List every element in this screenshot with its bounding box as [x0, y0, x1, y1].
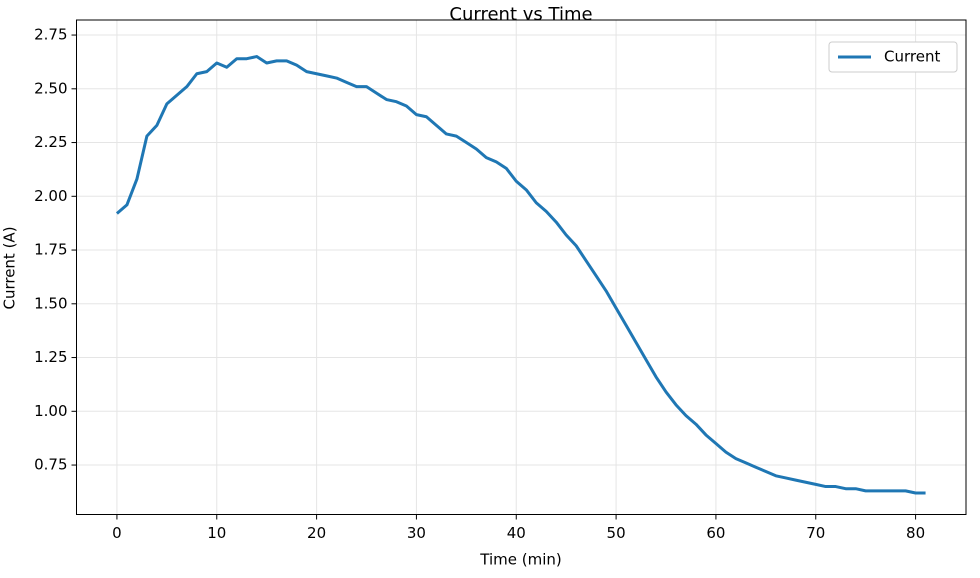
y-axis-label: Current (A) [1, 226, 19, 309]
chart-title: Current vs Time [449, 4, 592, 25]
y-tick-label: 1.50 [34, 294, 67, 312]
x-axis-label: Time (min) [479, 551, 561, 569]
y-tick-label: 1.00 [34, 402, 67, 420]
y-tick-label: 0.75 [34, 456, 67, 474]
y-tick-label: 1.25 [34, 348, 67, 366]
legend-label: Current [884, 48, 940, 66]
plot-frame [76, 19, 967, 515]
x-tick-label: 10 [207, 524, 226, 542]
x-tick-label: 80 [906, 524, 925, 542]
x-tick-label: 40 [507, 524, 526, 542]
legend-box [828, 41, 958, 73]
x-tick-label: 0 [112, 524, 122, 542]
data-line [115, 55, 926, 495]
y-tick-label: 1.75 [34, 241, 67, 259]
y-tick-label: 2.25 [34, 133, 67, 151]
x-tick-label: 30 [407, 524, 426, 542]
x-tick-label: 20 [307, 524, 326, 542]
y-tick-label: 2.00 [34, 187, 67, 205]
x-tick-label: 70 [806, 524, 825, 542]
y-tick-label: 2.75 [34, 26, 67, 44]
x-tick-label: 50 [607, 524, 626, 542]
y-tick-label: 2.50 [34, 79, 67, 97]
x-tick-label: 60 [706, 524, 725, 542]
